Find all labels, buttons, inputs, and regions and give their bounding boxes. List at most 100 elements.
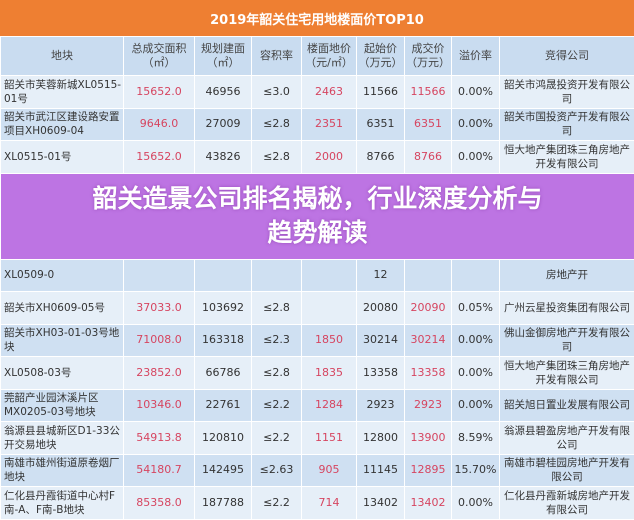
start-price-cell: 30214 bbox=[357, 324, 405, 357]
deal-price-cell: 12895 bbox=[405, 454, 452, 487]
floor-price-cell: 905 bbox=[302, 454, 357, 487]
company-cell: 恒大地产集团珠三角房地产开发有限公司 bbox=[500, 141, 634, 174]
deal-price-cell: 13402 bbox=[405, 487, 452, 520]
company-cell: 仁化县丹霞新城房地产开发有限公司 bbox=[500, 487, 634, 520]
column-header: 竞得公司 bbox=[500, 37, 634, 76]
land-cell: 仁化县丹霞街道中心村F南-A、F南-B地块 bbox=[1, 487, 124, 520]
land-cell: XL0509-0 bbox=[1, 259, 124, 292]
deal-price-cell: 13900 bbox=[405, 422, 452, 455]
column-header: 容积率 bbox=[252, 37, 302, 76]
land-cell: 韶关市XH03-01-03号地块 bbox=[1, 324, 124, 357]
area-cell bbox=[124, 259, 195, 292]
premium-cell: 8.59% bbox=[452, 422, 500, 455]
column-header: 规划建面（㎡） bbox=[195, 37, 252, 76]
deal-price-cell: 2923 bbox=[405, 389, 452, 422]
company-cell: 广州云星投资集团有限公司 bbox=[500, 292, 634, 325]
premium-cell: 0.00% bbox=[452, 487, 500, 520]
company-cell: 南雄市碧桂园房地产开发有限公司 bbox=[500, 454, 634, 487]
start-price-cell: 11145 bbox=[357, 454, 405, 487]
planned-area-cell: 120810 bbox=[195, 422, 252, 455]
area-cell: 15652.0 bbox=[124, 76, 195, 109]
column-header: 溢价率 bbox=[452, 37, 500, 76]
column-header: 起始价（万元） bbox=[357, 37, 405, 76]
deal-price-cell: 30214 bbox=[405, 324, 452, 357]
land-cell: 韶关市芙蓉新城XL0515-01号 bbox=[1, 76, 124, 109]
floor-price-cell: 714 bbox=[302, 487, 357, 520]
land-cell: 莞韶产业园沐溪片区MX0205-03号地块 bbox=[1, 389, 124, 422]
planned-area-cell: 22761 bbox=[195, 389, 252, 422]
deal-price-cell: 13358 bbox=[405, 357, 452, 390]
column-header: 总成交面积（㎡） bbox=[124, 37, 195, 76]
headline-line-1: 韶关造景公司排名揭秘，行业深度分析与 bbox=[92, 182, 542, 216]
area-cell: 85358.0 bbox=[124, 487, 195, 520]
premium-cell: 0.00% bbox=[452, 108, 500, 141]
far-cell: ≤2.2 bbox=[252, 487, 302, 520]
far-cell: ≤2.63 bbox=[252, 454, 302, 487]
headline-banner-cell: 韶关造景公司排名揭秘，行业深度分析与 趋势解读 bbox=[1, 173, 634, 259]
start-price-cell: 13402 bbox=[357, 487, 405, 520]
planned-area-cell: 27009 bbox=[195, 108, 252, 141]
premium-cell: 0.00% bbox=[452, 76, 500, 109]
header-row: 地块总成交面积（㎡）规划建面（㎡）容积率楼面地价（元/㎡）起始价（万元）成交价（… bbox=[1, 37, 634, 76]
area-cell: 71008.0 bbox=[124, 324, 195, 357]
planned-area-cell: 46956 bbox=[195, 76, 252, 109]
area-cell: 23852.0 bbox=[124, 357, 195, 390]
far-cell: ≤2.8 bbox=[252, 108, 302, 141]
company-cell: 韶关市国投资产开发有限公司 bbox=[500, 108, 634, 141]
floor-price-cell: 1151 bbox=[302, 422, 357, 455]
far-cell: ≤2.8 bbox=[252, 141, 302, 174]
floor-price-cell: 1835 bbox=[302, 357, 357, 390]
area-cell: 15652.0 bbox=[124, 141, 195, 174]
headline-banner: 韶关造景公司排名揭秘，行业深度分析与 趋势解读 bbox=[1, 182, 634, 250]
floor-price-cell bbox=[302, 259, 357, 292]
start-price-cell: 12800 bbox=[357, 422, 405, 455]
premium-cell: 0.00% bbox=[452, 389, 500, 422]
far-cell: ≤3.0 bbox=[252, 76, 302, 109]
far-cell: ≤2.8 bbox=[252, 292, 302, 325]
planned-area-cell: 43826 bbox=[195, 141, 252, 174]
start-price-cell: 2923 bbox=[357, 389, 405, 422]
headline-line-2: 趋势解读 bbox=[267, 216, 367, 250]
company-cell: 恒大地产集团珠三角房地产开发有限公司 bbox=[500, 357, 634, 390]
company-cell: 翁源县碧盈房地产开发有限公司 bbox=[500, 422, 634, 455]
far-cell: ≤2.2 bbox=[252, 422, 302, 455]
area-cell: 10346.0 bbox=[124, 389, 195, 422]
deal-price-cell: 20090 bbox=[405, 292, 452, 325]
far-cell: ≤2.2 bbox=[252, 389, 302, 422]
area-cell: 54913.8 bbox=[124, 422, 195, 455]
premium-cell bbox=[452, 259, 500, 292]
land-price-table: 地块总成交面积（㎡）规划建面（㎡）容积率楼面地价（元/㎡）起始价（万元）成交价（… bbox=[0, 36, 634, 520]
land-cell: 翁源县县城新区D1-33公开交易地块 bbox=[1, 422, 124, 455]
start-price-cell: 8766 bbox=[357, 141, 405, 174]
floor-price-cell: 1850 bbox=[302, 324, 357, 357]
area-cell: 54180.7 bbox=[124, 454, 195, 487]
column-header: 地块 bbox=[1, 37, 124, 76]
start-price-cell: 13358 bbox=[357, 357, 405, 390]
planned-area-cell: 163318 bbox=[195, 324, 252, 357]
company-cell: 房地产开 bbox=[500, 259, 634, 292]
column-header: 成交价（万元） bbox=[405, 37, 452, 76]
area-cell: 9646.0 bbox=[124, 108, 195, 141]
land-cell: XL0515-01号 bbox=[1, 141, 124, 174]
deal-price-cell bbox=[405, 259, 452, 292]
premium-cell: 15.70% bbox=[452, 454, 500, 487]
start-price-cell: 6351 bbox=[357, 108, 405, 141]
deal-price-cell: 6351 bbox=[405, 108, 452, 141]
planned-area-cell bbox=[195, 259, 252, 292]
land-cell: 韶关市武江区建设路安置项目XH0609-04 bbox=[1, 108, 124, 141]
planned-area-cell: 66786 bbox=[195, 357, 252, 390]
planned-area-cell: 142495 bbox=[195, 454, 252, 487]
area-cell: 37033.0 bbox=[124, 292, 195, 325]
floor-price-cell: 2000 bbox=[302, 141, 357, 174]
far-cell: ≤2.3 bbox=[252, 324, 302, 357]
deal-price-cell: 11566 bbox=[405, 76, 452, 109]
premium-cell: 0.05% bbox=[452, 292, 500, 325]
